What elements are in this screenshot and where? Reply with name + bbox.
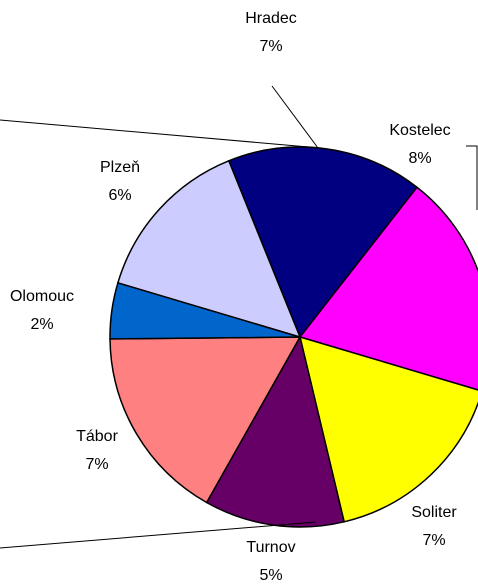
value-label: 5% [259,567,282,584]
value-label: 6% [108,187,131,204]
slice-label: Plzeň [100,159,140,176]
pie-slice [109,336,302,504]
slice-label: Kostelec [389,122,450,139]
connector-line [0,521,317,549]
slice-label: Turnov [246,539,295,556]
value-label: 7% [422,532,445,549]
connector-line [0,119,321,149]
pie-slice [116,159,302,339]
value-label: 8% [408,150,431,167]
slice-label: Tábor [76,428,118,445]
slice-label: Soliter [411,504,457,521]
pie-slice [227,146,419,339]
value-label: 2% [30,316,53,333]
leader-line [466,145,478,210]
leader-line [271,85,319,149]
pie-slice [298,335,478,523]
value-label: 7% [259,38,282,55]
slice-label: Olomouc [10,288,74,305]
value-label: 7% [85,456,108,473]
pie-slice [298,186,478,391]
slice-label: Hradec [245,10,297,27]
labels: Hradec 7% Kostelec 8% Soliter 7% Turnov 5% Tábor… [10,10,457,584]
pie [109,146,478,528]
